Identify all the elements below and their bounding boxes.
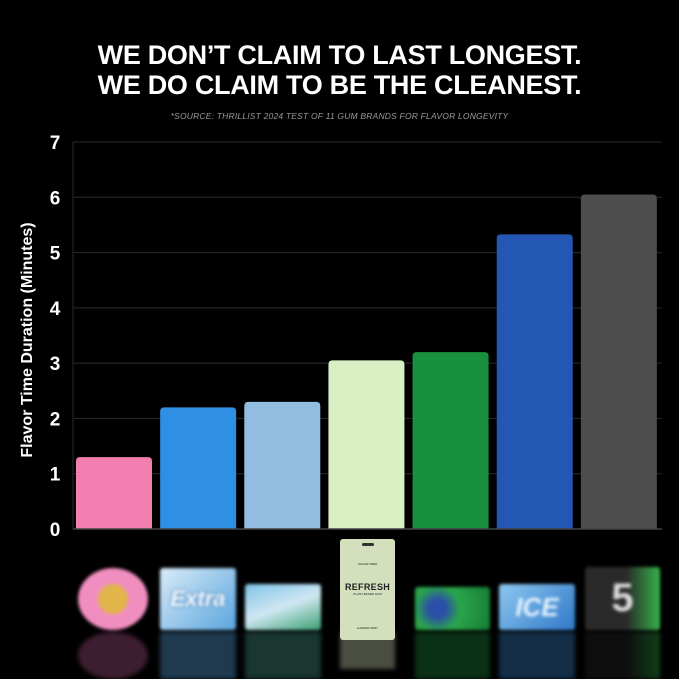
y-tick-label: 4: [50, 299, 61, 320]
y-tick-label: 1: [50, 465, 61, 486]
refresh-subtitle: PLANT-BASED GUM: [353, 592, 382, 596]
product-ice-image: ICE: [499, 584, 575, 630]
refresh-hang-hole: [361, 543, 374, 546]
y-tick-label: 0: [50, 520, 61, 541]
product-five-image: 5: [585, 567, 660, 630]
product-reflections: [0, 632, 679, 679]
bar: [76, 457, 152, 529]
product-refresh-image: SUGAR FREE REFRESH PLANT-BASED GUM GARDE…: [340, 539, 395, 640]
title-line-1: WE DON’T CLAIM TO LAST LONGEST.: [97, 40, 582, 70]
y-tick-label: 6: [50, 188, 61, 209]
y-tick-label: 7: [50, 133, 61, 154]
title-line-2: WE DO CLAIM TO BE THE CLEANEST.: [97, 70, 582, 100]
refresh-top-text: SUGAR FREE: [357, 562, 378, 566]
bar: [580, 194, 657, 529]
bar: [496, 234, 573, 529]
y-tick-label: 2: [50, 409, 61, 430]
refresh-logo: REFRESH: [344, 582, 391, 592]
product-orbit-image: [415, 587, 490, 630]
ice-logo: ICE: [515, 591, 559, 622]
extra-logo: Extra: [170, 586, 226, 611]
product-trident-image: [245, 584, 321, 630]
y-tick-label: 3: [50, 354, 61, 375]
product-hubba-bubba-image: [78, 568, 148, 630]
bar: [412, 352, 489, 529]
source-note: *SOURCE: THRILLIST 2024 TEST OF 11 GUM B…: [170, 111, 509, 121]
bar: [328, 360, 405, 529]
product-extra-image: Extra: [160, 568, 236, 630]
refresh-flavor: GARDEN MINT: [357, 626, 378, 630]
five-logo: 5: [611, 576, 634, 620]
y-tick-label: 5: [50, 244, 61, 265]
bar: [160, 407, 237, 529]
bar: [244, 401, 321, 529]
